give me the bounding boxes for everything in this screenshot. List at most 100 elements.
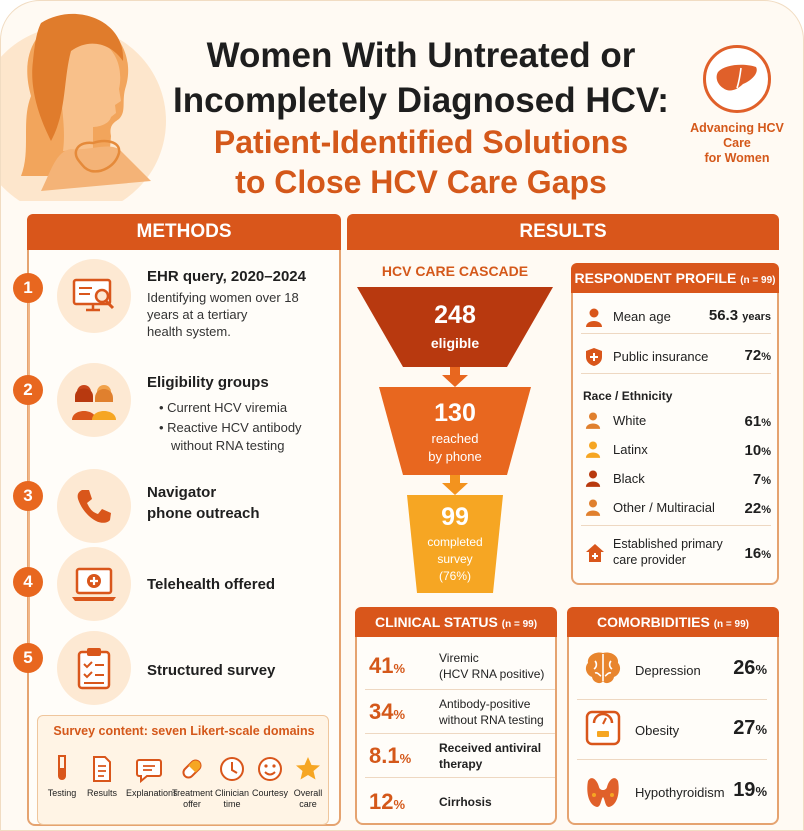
- divider: [581, 373, 771, 374]
- survey-item-explanations: Explanations: [126, 754, 178, 799]
- speech-bubble-icon: [136, 759, 162, 784]
- stage-completed-shape: [407, 495, 503, 593]
- clinical-label-2: (HCV RNA positive): [439, 667, 545, 681]
- percent-sign: %: [393, 707, 406, 722]
- divider: [365, 689, 555, 690]
- step-title: Navigator: [147, 484, 217, 501]
- stage-completed-label-2: survey: [437, 552, 473, 566]
- pcp-label-1: Established primary: [613, 537, 723, 551]
- survey-item-courtesy: Courtesy: [250, 754, 290, 799]
- clinical-heading: CLINICAL STATUS (n = 99): [355, 607, 557, 637]
- step-number: 1: [13, 273, 43, 303]
- comorbidity-number: 27: [733, 717, 756, 739]
- methods-heading: METHODS: [27, 214, 341, 250]
- divider: [577, 699, 767, 700]
- comorbidity-value: 27%: [733, 717, 767, 740]
- survey-item-label: Clinician: [214, 788, 249, 798]
- percent-sign: %: [761, 417, 771, 429]
- comorbidity-label: Hypothyroidism: [635, 785, 725, 800]
- race-value: 7%: [753, 471, 771, 488]
- survey-item-label-2: time: [223, 799, 241, 809]
- phone-icon: [57, 469, 131, 543]
- percent-sign: %: [393, 797, 406, 812]
- survey-heading: Survey content: seven Likert-scale domai…: [53, 724, 315, 738]
- step-title: Eligibility groups: [147, 374, 269, 391]
- subtitle-line-1: Patient-Identified Solutions: [213, 124, 629, 160]
- insurance-label: Public insurance: [613, 349, 709, 364]
- stage-eligible-shape: [357, 287, 553, 367]
- clinical-value: 8.1%: [369, 743, 411, 769]
- comorbidity-number: 26: [733, 657, 756, 679]
- person-icon: [585, 441, 601, 458]
- survey-item-label: Results: [86, 788, 117, 798]
- pcp-label-2: care provider: [613, 553, 686, 567]
- clinical-value: 34%: [369, 699, 405, 725]
- title-line-2: Incompletely Diagnosed HCV:: [173, 81, 669, 120]
- divider: [581, 525, 771, 526]
- person-icon: [586, 308, 602, 327]
- race-label: Other / Multiracial: [613, 500, 715, 515]
- race-number: 61: [744, 413, 762, 430]
- percent-sign: %: [761, 351, 771, 363]
- stage-arrow-1: [442, 367, 468, 387]
- mean-age-number: 56.3: [708, 307, 739, 324]
- profile-heading: RESPONDENT PROFILE (n = 99): [571, 263, 779, 293]
- race-label: White: [613, 413, 647, 428]
- step-desc-1: Identifying women over 18: [147, 290, 299, 305]
- thyroid-icon: [587, 778, 619, 807]
- clinical-label-1: Viremic: [439, 651, 479, 665]
- scale-icon: [585, 710, 621, 746]
- race-number: 7: [752, 471, 762, 488]
- stage-completed-number: 99: [441, 503, 469, 531]
- shield-plus-icon: [586, 348, 602, 366]
- survey-item-clinician-time: Clinician time: [212, 754, 252, 810]
- hcv-care-badge: Advancing HCV Care for Women: [679, 45, 795, 166]
- stage-eligible-label: eligible: [430, 335, 480, 351]
- survey-item-treatment-offer: Treatment offer: [172, 754, 213, 810]
- person-icon: [585, 470, 601, 487]
- clock-icon: [220, 757, 244, 781]
- clinical-heading-text: CLINICAL STATUS: [374, 614, 498, 630]
- profile-row-pcp: Established primary care provider 16%: [583, 537, 771, 573]
- results-heading: RESULTS: [347, 214, 779, 250]
- percent-sign: %: [755, 722, 767, 737]
- stage-arrow-2: [442, 475, 468, 495]
- document-icon: [93, 756, 111, 782]
- comorbidities-heading-text: COMORBIDITIES: [597, 614, 710, 630]
- computer-search-icon: [57, 259, 131, 333]
- comorbidity-number: 19: [733, 779, 756, 801]
- liver-badge-icon: [703, 45, 771, 113]
- clipboard-checklist-icon: [57, 631, 131, 705]
- comorbidity-label: Depression: [635, 663, 701, 678]
- mean-age-label: Mean age: [613, 309, 671, 324]
- step-title: Telehealth offered: [147, 576, 276, 593]
- race-heading: Race / Ethnicity: [583, 389, 673, 403]
- race-value: 22%: [745, 500, 771, 517]
- pcp-value: 16%: [745, 545, 771, 562]
- stage-completed-label-1: completed: [427, 535, 483, 549]
- percent-sign: %: [755, 662, 767, 677]
- comorbidities-box: COMORBIDITIES (n = 99) Depression 26% Ob…: [567, 607, 779, 825]
- survey-item-label: Overall: [293, 788, 323, 798]
- badge-text-1: Advancing HCV Care: [690, 121, 784, 150]
- survey-item-label: Testing: [47, 788, 77, 798]
- race-value: 10%: [745, 442, 771, 459]
- survey-item-results: Results: [82, 754, 122, 799]
- comorbidities-heading: COMORBIDITIES (n = 99): [567, 607, 779, 637]
- comorbidity-value: 26%: [733, 657, 767, 680]
- house-medical-icon: [586, 544, 604, 562]
- laptop-medical-icon: [57, 547, 131, 621]
- survey-item-overall-care: Overall care: [288, 754, 328, 810]
- divider: [581, 333, 771, 334]
- race-label: Black: [613, 471, 645, 486]
- comorbidity-value: 19%: [733, 779, 767, 802]
- cascade-title: HCV CARE CASCADE: [381, 263, 529, 279]
- step-desc-2: years at a tertiary: [147, 307, 248, 322]
- profile-heading-text: RESPONDENT PROFILE: [574, 270, 737, 286]
- women-group-icon: [57, 363, 131, 437]
- step-number: 2: [13, 375, 43, 405]
- respondent-profile-box: RESPONDENT PROFILE (n = 99) Mean age 56.…: [571, 263, 779, 585]
- stage-reached-label-2: by phone: [428, 449, 482, 464]
- clinical-status-box: CLINICAL STATUS (n = 99) 41% Viremic (HC…: [355, 607, 557, 825]
